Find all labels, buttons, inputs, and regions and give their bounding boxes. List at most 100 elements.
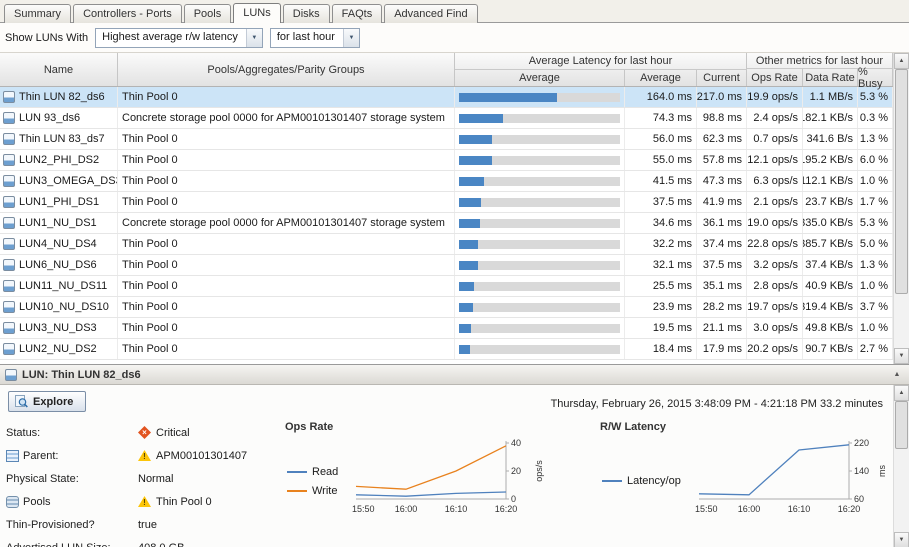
lun-icon	[3, 175, 15, 187]
tab-summary[interactable]: Summary	[4, 4, 72, 23]
table-scrollbar[interactable]: ▲ ▼	[893, 53, 909, 364]
latency-bar-track	[459, 260, 620, 270]
svg-text:220: 220	[854, 438, 869, 448]
explore-button[interactable]: Explore	[8, 391, 87, 412]
current-latency-cell: 41.9 ms	[697, 192, 747, 212]
table-row[interactable]: LUN 93_ds6 Concrete storage pool 0000 for…	[0, 108, 893, 129]
column-header-pools[interactable]: Pools/Aggregates/Parity Groups	[118, 53, 455, 86]
scroll-thumb[interactable]	[895, 401, 908, 449]
table-row[interactable]: Thin LUN 82_ds6 Thin Pool 0 164.0 ms 217.0 …	[0, 87, 893, 108]
scroll-track[interactable]	[894, 401, 909, 532]
busy-cell: 3.7 %	[858, 297, 893, 317]
lun-table-body: Thin LUN 82_ds6 Thin Pool 0 164.0 ms 217.0 …	[0, 87, 893, 364]
detail-field: Parent:! APM00101301407	[6, 444, 278, 467]
chevron-down-icon[interactable]: ▼	[342, 28, 359, 47]
tab-advanced-find[interactable]: Advanced Find	[384, 4, 478, 23]
tab-controllers-ports[interactable]: Controllers - Ports	[73, 4, 182, 23]
data-rate-cell: 40.9 KB/s	[803, 276, 858, 296]
svg-text:15:50: 15:50	[695, 504, 718, 514]
table-row[interactable]: LUN2_NU_DS2 Thin Pool 0 18.4 ms 17.9 ms 20.2…	[0, 339, 893, 360]
table-row[interactable]: LUN2_PHI_DS2 Thin Pool 0 55.0 ms 57.8 ms 12.…	[0, 150, 893, 171]
pool-cell: Concrete storage pool 0000 for APM001013…	[118, 108, 455, 128]
svg-text:0: 0	[511, 494, 516, 504]
tab-pools[interactable]: Pools	[183, 4, 232, 23]
column-header-busy[interactable]: % Busy	[858, 66, 893, 90]
scroll-up-button[interactable]: ▲	[894, 385, 909, 401]
panel-scrollbar[interactable]: ▲ ▼	[893, 385, 909, 547]
latency-bar-track	[459, 197, 620, 207]
lun-name-cell: LUN 93_ds6	[0, 108, 118, 128]
ops-rate-cell: 2.1 ops/s	[747, 192, 803, 212]
lun-name: LUN3_NU_DS3	[19, 322, 97, 334]
data-rate-cell: 90.7 KB/s	[803, 339, 858, 359]
average-latency-cell: 41.5 ms	[625, 171, 697, 191]
detail-field: Advertised LUN Size: 408.0 GB	[6, 536, 278, 547]
lun-icon	[3, 217, 15, 229]
scroll-down-button[interactable]: ▼	[894, 532, 909, 547]
lun-table: Name Pools/Aggregates/Parity Groups Aver…	[0, 53, 909, 364]
field-value-text: Thin Pool 0	[156, 495, 212, 508]
average-latency-cell: 23.9 ms	[625, 297, 697, 317]
column-header-current[interactable]: Current	[697, 69, 747, 86]
table-row[interactable]: LUN11_NU_DS11 Thin Pool 0 25.5 ms 35.1 ms 2.…	[0, 276, 893, 297]
detail-panel-title: LUN: Thin LUN 82_ds6	[22, 368, 141, 381]
warning-icon: !	[138, 450, 151, 461]
scroll-thumb[interactable]	[895, 69, 908, 294]
svg-text:20: 20	[511, 466, 521, 476]
latency-bar-cell	[455, 234, 625, 254]
field-value-text: 408.0 GB	[138, 542, 184, 547]
lun-icon	[3, 238, 15, 250]
legend-label: Write	[312, 484, 338, 497]
table-row[interactable]: LUN10_NU_DS10 Thin Pool 0 23.9 ms 28.2 ms 19…	[0, 297, 893, 318]
column-header-average-bar[interactable]: Average	[455, 69, 625, 86]
current-latency-cell: 36.1 ms	[697, 213, 747, 233]
ops-rate-cell: 22.8 ops/s	[747, 234, 803, 254]
lun-icon	[3, 196, 15, 208]
table-row[interactable]: LUN1_NU_DS1 Concrete storage pool 0000 fo…	[0, 213, 893, 234]
latency-bar-track	[459, 92, 620, 102]
table-row[interactable]: LUN6_NU_DS6 Thin Pool 0 32.1 ms 37.5 ms 3.2 …	[0, 255, 893, 276]
period-dropdown[interactable]: for last hour ▼	[269, 27, 360, 48]
latency-bar-cell	[455, 192, 625, 212]
scroll-up-button[interactable]: ▲	[894, 53, 909, 69]
average-latency-cell: 164.0 ms	[625, 87, 697, 107]
ops-rate-cell: 6.3 ops/s	[747, 171, 803, 191]
lun-name: Thin LUN 83_ds7	[19, 133, 105, 145]
column-header-average[interactable]: Average	[625, 69, 697, 86]
table-row[interactable]: LUN4_NU_DS4 Thin Pool 0 32.2 ms 37.4 ms 22.8…	[0, 234, 893, 255]
table-row[interactable]: LUN3_OMEGA_DS3 Thin Pool 0 41.5 ms 47.3 ms 6…	[0, 171, 893, 192]
metric-dropdown[interactable]: Highest average r/w latency ▼	[95, 27, 263, 48]
detail-field: Pools! Thin Pool 0	[6, 490, 278, 513]
lun-icon	[3, 343, 15, 355]
critical-icon: ×	[138, 426, 151, 439]
table-row[interactable]: Thin LUN 83_ds7 Thin Pool 0 56.0 ms 62.3 ms…	[0, 129, 893, 150]
tab-faqts[interactable]: FAQts	[331, 4, 383, 23]
column-header-ops-rate[interactable]: Ops Rate	[747, 69, 803, 86]
tab-luns[interactable]: LUNs	[233, 3, 281, 23]
chevron-down-icon[interactable]: ▼	[245, 28, 262, 47]
table-row[interactable]: LUN1_PHI_DS1 Thin Pool 0 37.5 ms 41.9 ms 2.1…	[0, 192, 893, 213]
field-value: ! Thin Pool 0	[138, 496, 212, 508]
column-header-name[interactable]: Name	[0, 53, 118, 86]
data-rate-cell: 1.1 MB/s	[803, 87, 858, 107]
tab-disks[interactable]: Disks	[282, 4, 330, 23]
field-value: Normal	[138, 473, 173, 485]
table-row[interactable]: LUN3_NU_DS3 Thin Pool 0 19.5 ms 21.1 ms 3.0 …	[0, 318, 893, 339]
detail-panel-header[interactable]: LUN: Thin LUN 82_ds6 ▲	[0, 365, 909, 385]
time-range: Thursday, February 26, 2015 3:48:09 PM -…	[550, 398, 883, 410]
pool-cell: Thin Pool 0	[118, 171, 455, 191]
scroll-track[interactable]	[894, 69, 909, 348]
ops-rate-cell: 19.9 ops/s	[747, 87, 803, 107]
lun-name: LUN 93_ds6	[19, 112, 81, 124]
lun-icon	[3, 133, 15, 145]
scroll-down-button[interactable]: ▼	[894, 348, 909, 364]
svg-text:16:00: 16:00	[738, 504, 761, 514]
column-header-data-rate[interactable]: Data Rate	[803, 69, 858, 86]
collapse-panel-button[interactable]: ▲	[893, 371, 901, 378]
busy-cell: 1.0 %	[858, 171, 893, 191]
data-rate-cell: 195.2 KB/s	[803, 150, 858, 170]
period-dropdown-value: for last hour	[276, 30, 335, 43]
latency-bar-cell	[455, 255, 625, 275]
average-latency-cell: 25.5 ms	[625, 276, 697, 296]
pool-cell: Thin Pool 0	[118, 234, 455, 254]
